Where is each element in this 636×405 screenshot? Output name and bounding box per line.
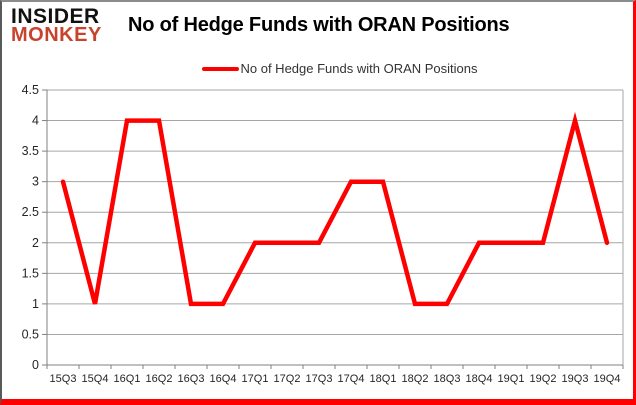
x-axis-label: 19Q1 — [498, 373, 525, 385]
x-axis-label: 15Q4 — [82, 373, 109, 385]
y-axis-label: 4 — [32, 114, 39, 128]
y-axis-label: 1.5 — [22, 266, 39, 280]
y-axis-label: 3.5 — [22, 144, 39, 158]
chart-title: No of Hedge Funds with ORAN Positions — [128, 14, 510, 36]
x-axis-label: 15Q3 — [50, 373, 77, 385]
x-axis-label: 18Q4 — [466, 373, 493, 385]
x-axis-label: 18Q2 — [402, 373, 429, 385]
x-axis-label: 16Q2 — [146, 373, 173, 385]
insider-monkey-logo: INSIDER MONKEY — [11, 5, 123, 47]
y-axis-label: 4.5 — [22, 83, 39, 97]
legend-label: No of Hedge Funds with ORAN Positions — [240, 61, 478, 76]
x-axis-label: 16Q3 — [178, 373, 205, 385]
x-axis-label: 16Q1 — [114, 373, 141, 385]
legend: No of Hedge Funds with ORAN Positions — [2, 61, 633, 76]
x-axis-label: 17Q2 — [274, 373, 301, 385]
x-axis-label: 17Q3 — [306, 373, 333, 385]
x-axis-label: 17Q1 — [242, 373, 269, 385]
y-axis-label: 1 — [32, 297, 39, 311]
y-axis-label: 2.5 — [22, 205, 39, 219]
x-axis-label: 18Q1 — [370, 373, 397, 385]
logo-line1: INSIDER — [11, 5, 100, 28]
x-axis-label: 16Q4 — [210, 373, 237, 385]
logo-line2: MONKEY — [11, 24, 102, 47]
header: INSIDER MONKEY No of Hedge Funds with OR… — [11, 5, 510, 47]
y-axis-label: 0 — [32, 358, 39, 372]
legend-line-swatch — [201, 66, 239, 71]
x-axis-label: 17Q4 — [338, 373, 365, 385]
y-axis-label: 2 — [32, 236, 39, 250]
x-axis-label: 19Q3 — [562, 373, 589, 385]
x-axis-label: 19Q2 — [530, 373, 557, 385]
x-axis-label: 18Q3 — [434, 373, 461, 385]
x-axis-label: 19Q4 — [594, 373, 621, 385]
y-axis-label: 0.5 — [22, 327, 39, 341]
y-axis-label: 3 — [32, 175, 39, 189]
series-line — [60, 111, 610, 307]
